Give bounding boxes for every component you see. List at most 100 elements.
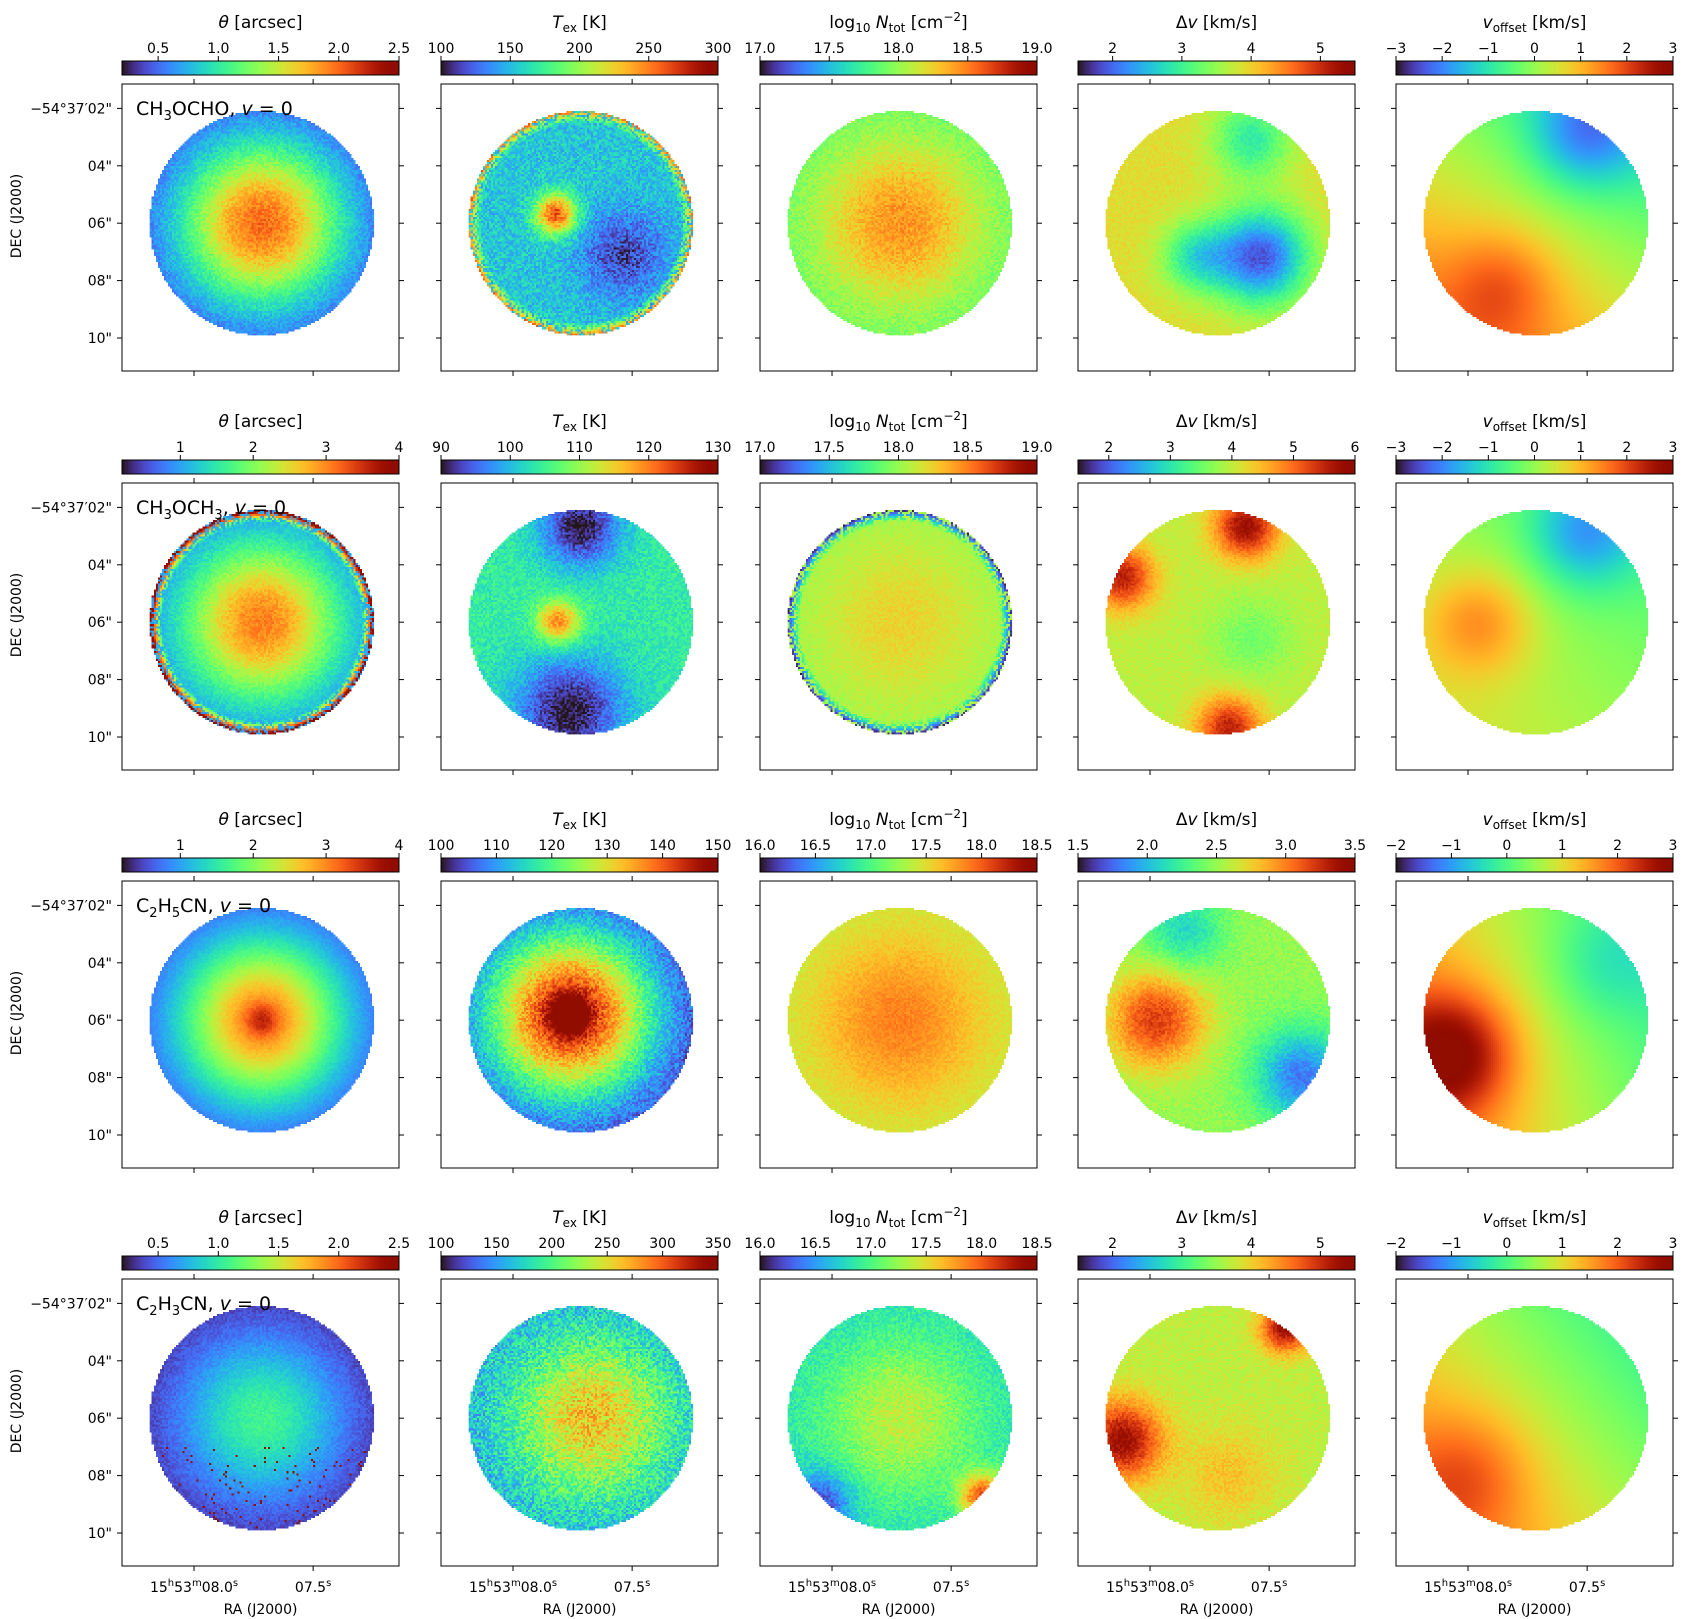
colorbar-title: log10 Ntot [cm−2] [829, 807, 967, 832]
y-tick-label: −54°37′02" [30, 1296, 112, 1312]
panel-r4-c1: θ [arcsec] 0.5 1.0 1.5 2.0 2.5 −54°37′02" 04" 06… [9, 1208, 410, 1618]
colorbar-tick-label: 2 [1613, 838, 1622, 854]
map-image [787, 908, 1013, 1133]
y-tick-label: −54°37′02" [30, 500, 112, 516]
colorbar-tick-label: −2 [1432, 41, 1453, 57]
y-tick-label: 08" [88, 673, 112, 689]
colorbar-tick-label: 100 [428, 1236, 455, 1252]
colorbar-tick-label: 3 [322, 838, 331, 854]
colorbar-tick-label: 18.0 [966, 838, 997, 854]
colorbar-tick-label: 17.0 [855, 1236, 886, 1252]
panel-r1-c2: Tex [K] 100 150 200 250 300 [428, 13, 732, 376]
colorbar-tick-label: 17.5 [814, 41, 845, 57]
colorbar [1078, 858, 1355, 872]
colorbar-tick-label: 2.5 [388, 41, 410, 57]
colorbar-frame [121, 857, 400, 873]
colorbar-tick-label: 18.5 [952, 440, 983, 456]
colorbar-tick-label: 0 [1530, 41, 1539, 57]
x-axis-label: RA (J2000) [862, 1602, 936, 1618]
colorbar-tick-label: 1 [1576, 440, 1585, 456]
colorbar-title: voffset [km/s] [1483, 13, 1587, 35]
colorbar-frame [759, 857, 1038, 873]
colorbar-tick-label: 3 [1669, 41, 1678, 57]
colorbar-tick-label: 18.0 [966, 1236, 997, 1252]
x-axis-label: RA (J2000) [224, 1602, 298, 1618]
colorbar-tick-label: 6 [1351, 440, 1360, 456]
colorbar-title: θ [arcsec] [218, 13, 302, 33]
colorbar-tick-label: 200 [566, 41, 593, 57]
colorbar-tick-label: 5 [1316, 1236, 1325, 1252]
panel-r4-c2: Tex [K] 100 150 200 250 300 350 15h53m08.0s 07.5… [428, 1208, 732, 1618]
colorbar-tick-label: 100 [428, 41, 455, 57]
colorbar-tick-label: 90 [432, 440, 450, 456]
y-axis-label: DEC (J2000) [9, 573, 25, 658]
x-tick-label: 07.5s [1251, 1578, 1287, 1596]
colorbar-tick-label: −2 [1432, 440, 1453, 456]
colorbar-tick-label: 140 [649, 838, 676, 854]
colorbar [1396, 1256, 1673, 1270]
colorbar-tick-label: 150 [705, 838, 732, 854]
colorbar-tick-label: 300 [705, 41, 732, 57]
colorbar-tick-label: 3 [1177, 1236, 1186, 1252]
x-tick-label: 07.5s [614, 1578, 650, 1596]
colorbar-tick-label: 3 [1669, 838, 1678, 854]
x-axis-label: RA (J2000) [543, 1602, 617, 1618]
x-tick-label: 07.5s [1569, 1578, 1605, 1596]
colorbar-tick-label: 2.5 [388, 1236, 410, 1252]
colorbar-title: θ [arcsec] [218, 412, 302, 432]
panel-r3-c1: θ [arcsec] 1 2 3 4 −54°37′02" 04" 06" 08" 10" C2H5… [9, 810, 404, 1173]
colorbar-tick-label: 18.0 [883, 440, 914, 456]
panel-r2-c1: θ [arcsec] 1 2 3 4 −54°37′02" 04" 06" 08" 10" CH3O… [9, 412, 404, 775]
y-tick-label: 10" [88, 730, 112, 746]
colorbar-tick-label: 17.0 [855, 838, 886, 854]
colorbar-title: Tex [K] [552, 13, 607, 35]
map-image [468, 111, 694, 336]
colorbar-tick-label: 0 [1502, 1236, 1511, 1252]
panel-r3-c2: Tex [K] 100 110 120 130 140 150 [428, 810, 732, 1173]
map-image [468, 510, 694, 735]
colorbar-tick-label: 3.0 [1275, 838, 1297, 854]
colorbar-title: log10 Ntot [cm−2] [829, 409, 967, 434]
colorbar-tick-label: 3 [1177, 41, 1186, 57]
colorbar-tick-label: 1 [1558, 838, 1567, 854]
map-image [1423, 111, 1649, 336]
map-image [1105, 1306, 1331, 1531]
colorbar-tick-label: 16.5 [800, 1236, 831, 1252]
colorbar-tick-label: 1 [176, 440, 185, 456]
colorbar [441, 858, 718, 872]
colorbar-title: θ [arcsec] [218, 1208, 302, 1228]
y-tick-label: 06" [88, 216, 112, 232]
colorbar [760, 460, 1037, 474]
colorbar-tick-label: 1.5 [267, 41, 289, 57]
colorbar-tick-label: 300 [649, 1236, 676, 1252]
colorbar-tick-label: 2 [1108, 41, 1117, 57]
y-tick-label: 08" [88, 274, 112, 290]
molecule-label: C2H5CN, v = 0 [136, 895, 271, 921]
colorbar-tick-label: −3 [1386, 41, 1407, 57]
colorbar-frame [440, 857, 719, 873]
colorbar [760, 61, 1037, 75]
panel-r3-c4: Δv [km/s] 1.5 2.0 2.5 3.0 3.5 [1067, 810, 1366, 1173]
colorbar [1396, 460, 1673, 474]
colorbar-tick-label: 130 [705, 440, 732, 456]
colorbar-tick-label: 17.5 [911, 838, 942, 854]
colorbar-tick-label: 2 [1622, 41, 1631, 57]
colorbar-tick-label: 19.0 [1021, 440, 1052, 456]
colorbar-tick-label: 1.5 [267, 1236, 289, 1252]
panel-r4-c3: log10 Ntot [cm−2] 16.0 16.5 17.0 17.5 18.0 18.… [744, 1205, 1052, 1618]
panel-r1-c3: log10 Ntot [cm−2] 17.0 17.5 18.0 18.5 19.0 [744, 10, 1053, 376]
colorbar-title: voffset [km/s] [1483, 810, 1587, 832]
colorbar-title: Δv [km/s] [1176, 13, 1257, 33]
colorbar-frame [1395, 857, 1674, 873]
map-image [149, 908, 375, 1133]
colorbar [441, 61, 718, 75]
colorbar-tick-label: 1 [1558, 1236, 1567, 1252]
colorbar-tick-label: 18.5 [952, 41, 983, 57]
y-tick-label: 10" [88, 331, 112, 347]
colorbar-tick-label: 3 [1669, 1236, 1678, 1252]
map-image [468, 1306, 694, 1531]
x-tick-label: 15h53m08.0s [469, 1578, 557, 1596]
colorbar-tick-label: 2 [1104, 440, 1113, 456]
colorbar-tick-label: 150 [497, 41, 524, 57]
map-image [787, 510, 1013, 735]
